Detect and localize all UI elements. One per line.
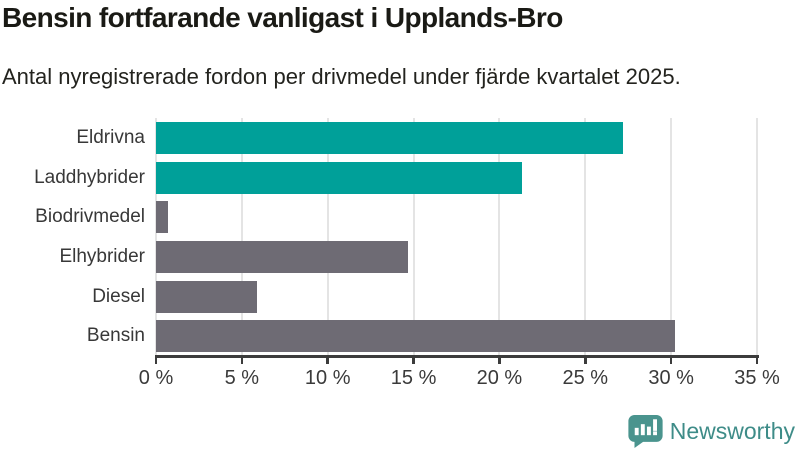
x-axis-line bbox=[154, 355, 759, 358]
category-label: Laddhybrider bbox=[34, 166, 145, 188]
gridline bbox=[584, 118, 587, 356]
bar bbox=[156, 201, 169, 234]
brand-name: Newsworthy bbox=[669, 418, 795, 444]
bar bbox=[156, 240, 409, 273]
x-tick-mark bbox=[240, 355, 244, 364]
brand-footer: Newsworthy bbox=[628, 415, 795, 448]
category-label: Elhybrider bbox=[59, 245, 145, 267]
bar bbox=[156, 161, 522, 194]
category-label: Biodrivmedel bbox=[35, 206, 145, 228]
x-tick-label: 30 % bbox=[648, 367, 694, 389]
x-tick-mark bbox=[326, 355, 329, 364]
gridline bbox=[240, 118, 243, 356]
gridline bbox=[756, 118, 758, 356]
gridline bbox=[670, 118, 673, 356]
x-tick-label: 10 % bbox=[304, 367, 351, 389]
category-label: Diesel bbox=[92, 285, 145, 307]
x-tick-label: 35 % bbox=[734, 367, 780, 389]
x-tick-mark bbox=[584, 355, 587, 364]
x-tick-mark bbox=[412, 355, 415, 364]
category-label: Eldrivna bbox=[76, 126, 145, 148]
gridline bbox=[412, 118, 415, 356]
x-tick-mark bbox=[755, 355, 759, 364]
bar bbox=[156, 320, 675, 353]
gridline bbox=[155, 118, 157, 356]
category-label: Bensin bbox=[86, 325, 145, 347]
newsworthy-logo-icon bbox=[628, 415, 663, 448]
x-tick-label: 5 % bbox=[224, 367, 260, 389]
bar bbox=[156, 121, 624, 154]
x-tick-mark bbox=[154, 355, 158, 364]
page-subtitle: Antal nyregistrerade fordon per drivmede… bbox=[2, 64, 681, 89]
gridline bbox=[498, 118, 501, 356]
x-tick-label: 15 % bbox=[390, 367, 437, 389]
gridline bbox=[326, 118, 329, 356]
bar bbox=[156, 280, 258, 313]
x-tick-label: 0 % bbox=[138, 367, 174, 389]
x-tick-mark bbox=[669, 355, 673, 364]
page-title: Bensin fortfarande vanligast i Upplands-… bbox=[2, 2, 563, 33]
x-tick-mark bbox=[498, 355, 501, 364]
x-tick-label: 20 % bbox=[476, 367, 523, 389]
x-tick-label: 25 % bbox=[562, 367, 609, 389]
